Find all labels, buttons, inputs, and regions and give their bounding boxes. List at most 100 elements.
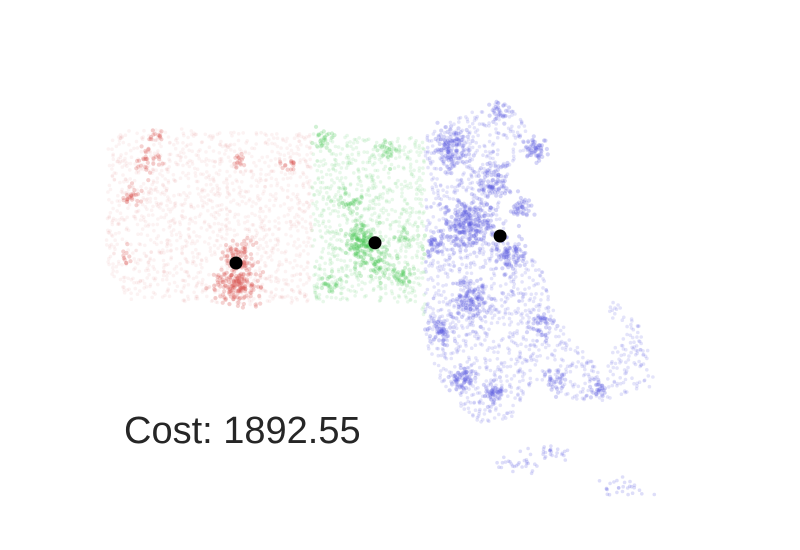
point-cluster-2 xyxy=(535,354,539,359)
point-cluster-0 xyxy=(181,203,185,207)
point-cluster-2 xyxy=(427,156,432,160)
point-cluster-2 xyxy=(545,356,550,360)
point-cluster-0 xyxy=(298,288,302,293)
point-cluster-2 xyxy=(515,130,520,135)
point-cluster-0 xyxy=(142,295,147,300)
point-cluster-0 xyxy=(300,209,305,213)
point-cluster-0 xyxy=(139,149,144,154)
point-cluster-2 xyxy=(499,361,504,365)
point-cluster-0 xyxy=(216,273,221,278)
point-cluster-1 xyxy=(336,267,341,272)
point-cluster-2 xyxy=(482,291,486,296)
point-cluster-0 xyxy=(298,175,303,179)
point-cluster-2 xyxy=(511,254,516,259)
point-cluster-1 xyxy=(333,195,337,199)
point-cluster-2 xyxy=(445,338,450,343)
point-cluster-2 xyxy=(449,351,453,356)
point-cluster-1 xyxy=(329,269,335,274)
point-cluster-2 xyxy=(491,149,495,154)
point-cluster-0 xyxy=(230,181,235,185)
point-cluster-1 xyxy=(316,133,322,138)
point-cluster-0 xyxy=(201,203,205,208)
point-cluster-0 xyxy=(296,237,301,242)
point-cluster-0 xyxy=(227,302,231,306)
point-cluster-1 xyxy=(335,253,340,258)
point-cluster-0 xyxy=(244,141,248,145)
point-cluster-0 xyxy=(229,131,233,135)
point-cluster-0 xyxy=(267,274,272,279)
point-cluster-0 xyxy=(225,169,229,174)
point-cluster-1 xyxy=(363,249,368,253)
point-cluster-1 xyxy=(388,223,392,227)
point-cluster-2 xyxy=(615,478,619,483)
point-cluster-0 xyxy=(292,222,297,227)
point-cluster-2 xyxy=(584,393,589,398)
point-cluster-0 xyxy=(148,186,153,191)
point-cluster-2 xyxy=(608,396,612,400)
point-cluster-0 xyxy=(142,215,146,219)
point-cluster-1 xyxy=(328,258,333,263)
point-cluster-0 xyxy=(166,179,171,183)
point-cluster-2 xyxy=(620,318,625,323)
point-cluster-2 xyxy=(630,376,634,381)
point-cluster-0 xyxy=(140,214,144,218)
points-layer xyxy=(104,99,657,497)
point-cluster-1 xyxy=(396,293,401,298)
point-cluster-2 xyxy=(437,268,441,273)
point-cluster-2 xyxy=(456,126,461,131)
point-cluster-0 xyxy=(141,181,146,186)
point-cluster-1 xyxy=(381,211,386,215)
point-cluster-2 xyxy=(633,362,638,367)
point-cluster-0 xyxy=(151,264,155,269)
point-cluster-2 xyxy=(450,269,454,273)
point-cluster-0 xyxy=(104,238,109,242)
point-cluster-1 xyxy=(397,278,402,283)
point-cluster-0 xyxy=(261,237,266,242)
point-cluster-0 xyxy=(209,253,214,257)
point-cluster-0 xyxy=(159,202,163,207)
point-cluster-2 xyxy=(575,350,580,355)
point-cluster-1 xyxy=(366,175,370,180)
point-cluster-2 xyxy=(506,292,511,297)
point-cluster-0 xyxy=(179,214,184,218)
point-cluster-2 xyxy=(523,292,528,296)
point-cluster-1 xyxy=(335,176,340,180)
point-cluster-0 xyxy=(161,228,166,232)
point-cluster-0 xyxy=(197,252,202,256)
point-cluster-1 xyxy=(387,175,391,180)
point-cluster-1 xyxy=(327,168,331,172)
point-cluster-1 xyxy=(396,178,400,183)
point-cluster-0 xyxy=(146,260,150,265)
point-cluster-1 xyxy=(359,194,364,199)
point-cluster-1 xyxy=(359,193,364,197)
point-cluster-1 xyxy=(311,244,315,248)
point-cluster-2 xyxy=(506,242,510,246)
point-cluster-2 xyxy=(626,358,631,362)
point-cluster-0 xyxy=(308,185,312,189)
point-cluster-2 xyxy=(501,133,506,137)
point-cluster-2 xyxy=(488,409,493,414)
point-cluster-1 xyxy=(410,172,414,176)
point-cluster-1 xyxy=(402,289,407,294)
point-cluster-2 xyxy=(471,414,475,418)
point-cluster-0 xyxy=(237,152,241,156)
point-cluster-2 xyxy=(462,205,467,210)
point-cluster-2 xyxy=(535,377,539,382)
point-cluster-2 xyxy=(468,159,472,163)
point-cluster-0 xyxy=(116,157,121,161)
point-cluster-1 xyxy=(402,199,407,203)
point-cluster-0 xyxy=(238,156,242,161)
point-cluster-0 xyxy=(220,207,224,212)
point-cluster-1 xyxy=(315,282,320,286)
point-cluster-0 xyxy=(162,215,167,220)
point-cluster-1 xyxy=(331,209,335,213)
point-cluster-0 xyxy=(175,136,179,141)
point-cluster-2 xyxy=(518,133,523,137)
point-cluster-0 xyxy=(117,138,122,143)
point-cluster-1 xyxy=(320,175,325,180)
point-cluster-1 xyxy=(412,271,417,276)
point-cluster-2 xyxy=(468,332,472,336)
point-cluster-0 xyxy=(184,257,189,262)
point-cluster-0 xyxy=(270,246,275,250)
point-cluster-2 xyxy=(559,339,564,344)
